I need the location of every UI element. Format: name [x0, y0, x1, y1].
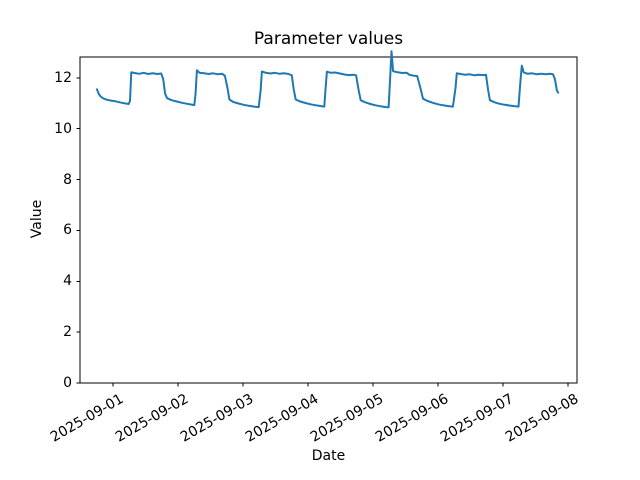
y-axis-label: Value	[29, 199, 45, 239]
x-axis-label: Date	[311, 448, 346, 464]
data-line	[95, 50, 560, 109]
y-tick-label: 10	[54, 120, 72, 137]
y-tick-label: 4	[63, 273, 72, 290]
y-tick-label: 6	[63, 222, 72, 239]
y-tick-label: 0	[63, 375, 72, 391]
axis-ticks	[76, 77, 569, 387]
y-tick-label: 12	[54, 69, 72, 86]
y-tick-label: 8	[63, 171, 72, 188]
y-tick-label: 2	[63, 324, 72, 341]
axes-spines	[79, 56, 578, 384]
chart-title: Parameter values	[253, 29, 404, 49]
